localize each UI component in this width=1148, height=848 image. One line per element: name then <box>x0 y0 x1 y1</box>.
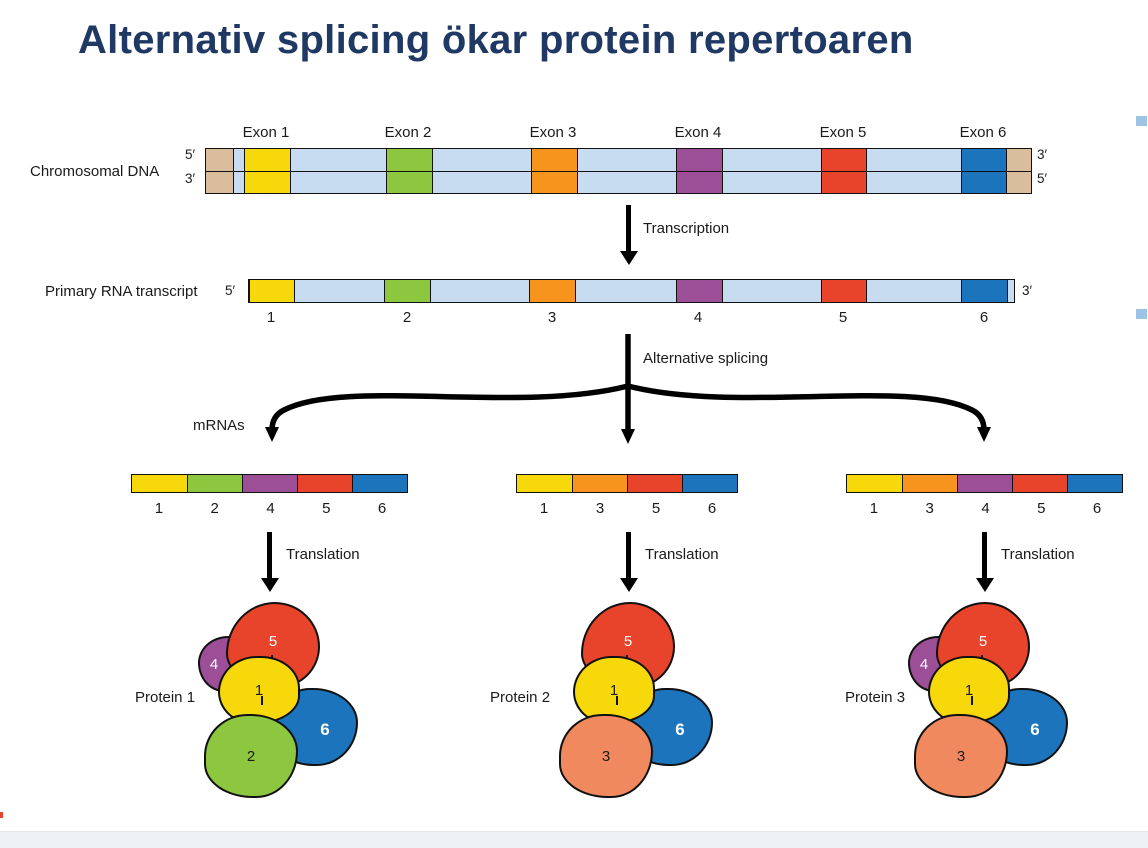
chromosomal-dna-bar <box>205 148 1032 194</box>
mrna-3-num: 6 <box>1092 500 1102 517</box>
exon-label-4: Exon 4 <box>674 124 722 141</box>
primary-rna-bar <box>248 279 1015 303</box>
mrna-3-bar <box>846 474 1123 493</box>
exon-label-2: Exon 2 <box>384 124 432 141</box>
rna-5prime: 5′ <box>225 283 236 298</box>
translation-label-1: Translation <box>286 546 360 563</box>
mrna-3-num: 5 <box>1037 500 1046 517</box>
protein-1-structure: 4 5 6 1 2 <box>192 600 362 805</box>
rna-exon-4 <box>676 280 723 302</box>
texture-mark <box>615 696 618 706</box>
mrna-2-num: 6 <box>707 500 717 517</box>
mrna-3-exon-4 <box>957 475 1012 492</box>
splicing-branch-arrows <box>265 334 991 444</box>
protein-3-label: Protein 3 <box>845 689 906 706</box>
exon-label-3: Exon 3 <box>529 124 577 141</box>
rna-exon-2 <box>384 280 431 302</box>
mrna-1-exon-1 <box>132 475 187 492</box>
protein-2-subunit-3: 3 <box>559 714 653 798</box>
transcription-arrow <box>626 205 631 251</box>
protein-1-subunit-1: 1 <box>218 656 300 724</box>
alternative-splicing-label: Alternative splicing <box>643 350 769 367</box>
chromosomal-dna-label: Chromosomal DNA <box>30 163 160 180</box>
mrna-3-num: 3 <box>925 500 934 517</box>
mrna-3-exon-6 <box>1067 475 1122 492</box>
protein-3-subunit-1: 1 <box>928 656 1010 724</box>
translation-arrow-3 <box>982 532 987 578</box>
bottom-strip <box>0 831 1148 848</box>
mrna-2-num: 1 <box>539 500 549 517</box>
mrna-1-num: 5 <box>322 500 331 517</box>
protein-1-subunit-2: 2 <box>204 714 298 798</box>
protein-2-label: Protein 2 <box>490 689 551 706</box>
margin-marker-icon[interactable] <box>1136 309 1147 319</box>
translation-label-3: Translation <box>1001 546 1075 563</box>
exon-label-5: Exon 5 <box>819 124 867 141</box>
mrna-1-bar <box>131 474 408 493</box>
exon-label-1: Exon 1 <box>242 124 290 141</box>
dna-strand-divider <box>206 171 1031 172</box>
mrna-2-exon-3 <box>572 475 627 492</box>
rna-exon-1 <box>249 280 295 302</box>
translation-label-2: Translation <box>645 546 719 563</box>
rna-exon-6 <box>961 280 1008 302</box>
mrna-3-exon-1 <box>847 475 902 492</box>
margin-marker-icon[interactable] <box>1136 116 1147 126</box>
mrna-3-exon-5 <box>1012 475 1067 492</box>
protein-1-label: Protein 1 <box>135 689 196 706</box>
protein-2-structure: 5 6 1 3 <box>547 600 717 805</box>
texture-mark <box>260 696 263 706</box>
mrna-2-exon-5 <box>627 475 682 492</box>
mrna-1-exon-4 <box>242 475 297 492</box>
slide-title: Alternativ splicing ökar protein reperto… <box>78 18 914 62</box>
rna-exon-number-5: 5 <box>838 309 848 326</box>
mrna-1-num: 6 <box>377 500 387 517</box>
screen-edge-artifact <box>0 812 3 818</box>
rna-exon-number-3: 3 <box>547 309 557 326</box>
rna-exon-number-4: 4 <box>693 309 703 326</box>
rna-3prime: 3′ <box>1022 283 1033 298</box>
mrna-1-exon-5 <box>297 475 352 492</box>
mrna-1-exon-2 <box>187 475 242 492</box>
translation-arrow-2 <box>626 532 631 578</box>
dna-3prime-bottom-left: 3′ <box>185 171 196 186</box>
mrna-1-num: 1 <box>154 500 164 517</box>
mrna-2-num: 3 <box>595 500 605 517</box>
mrna-3-exon-3 <box>902 475 957 492</box>
primary-rna-label: Primary RNA transcript <box>45 283 198 300</box>
protein-3-subunit-3: 3 <box>914 714 1008 798</box>
mrna-3-numbers: 1 3 4 5 6 <box>846 500 1125 517</box>
transcription-label: Transcription <box>643 220 730 237</box>
rna-exon-number-6: 6 <box>979 309 989 326</box>
mrna-1-exon-6 <box>352 475 407 492</box>
rna-exon-number-1: 1 <box>266 309 276 326</box>
mrna-1-numbers: 1 2 4 5 6 <box>131 500 410 517</box>
rna-exon-number-2: 2 <box>402 309 412 326</box>
mrna-2-num: 5 <box>651 500 661 517</box>
exon-label-6: Exon 6 <box>959 124 1007 141</box>
dna-5prime-bottom-right: 5′ <box>1037 171 1048 186</box>
texture-mark <box>970 696 973 706</box>
mrna-2-bar <box>516 474 738 493</box>
protein-3-structure: 4 5 6 1 3 <box>902 600 1072 805</box>
mrna-3-num: 4 <box>981 500 990 517</box>
mrna-2-numbers: 1 3 5 6 <box>516 500 740 517</box>
dna-5prime-top-left: 5′ <box>185 147 196 162</box>
mrna-2-exon-6 <box>682 475 737 492</box>
rna-exon-5 <box>821 280 867 302</box>
dna-3prime-top-right: 3′ <box>1037 147 1048 162</box>
mrna-1-num: 4 <box>266 500 275 517</box>
mrna-1-num: 2 <box>210 500 219 517</box>
mrna-3-num: 1 <box>869 500 879 517</box>
translation-arrow-1 <box>267 532 272 578</box>
mrnas-label: mRNAs <box>193 417 245 434</box>
rna-exon-3 <box>529 280 576 302</box>
mrna-2-exon-1 <box>517 475 572 492</box>
